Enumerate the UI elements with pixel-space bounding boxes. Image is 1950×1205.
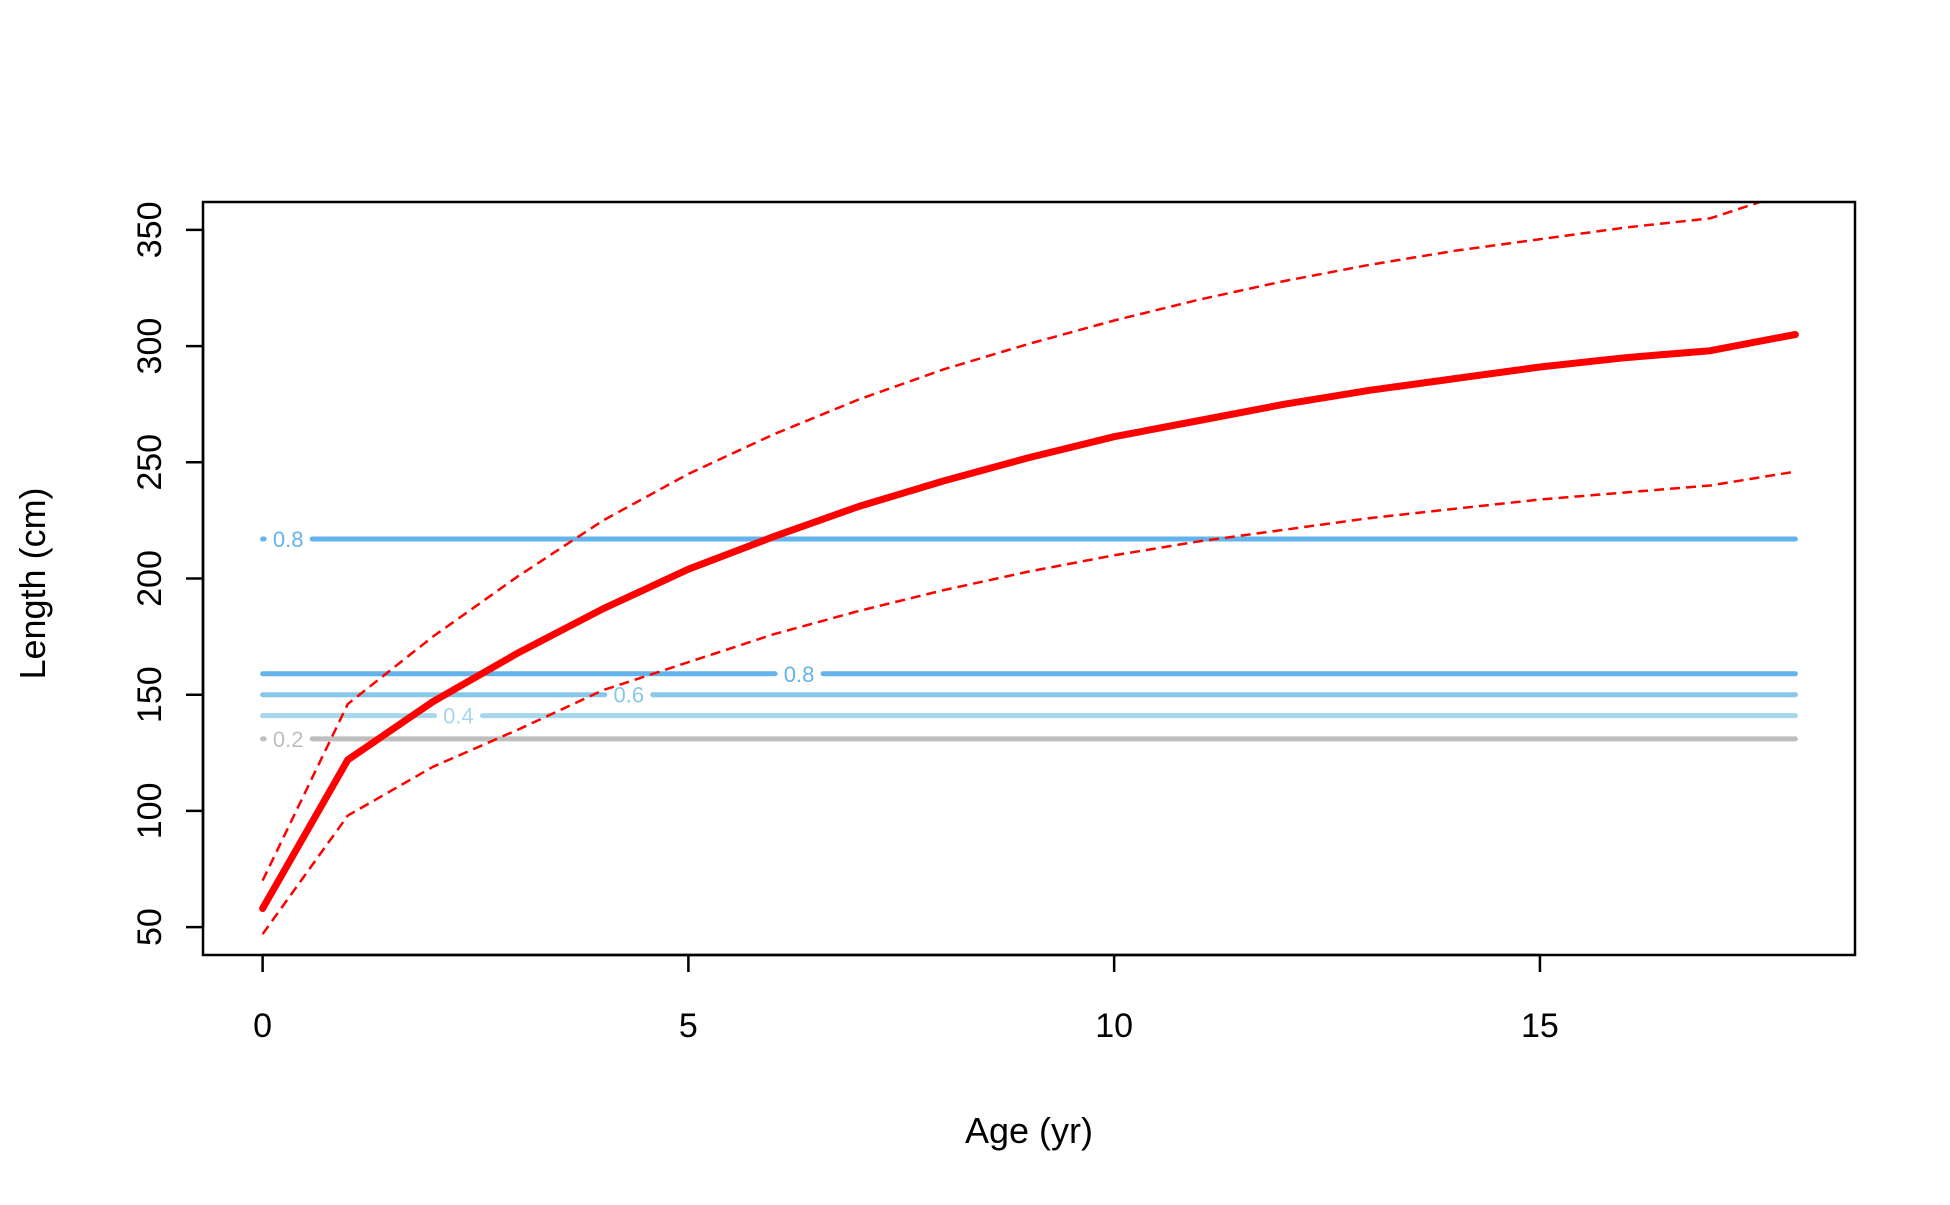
y-tick-label: 200 — [131, 550, 169, 607]
y-tick-label: 300 — [131, 318, 169, 375]
contour-layer: 0.2 0.4 0.6 0.8 0.8 — [260, 527, 1798, 752]
y-tick-label: 50 — [131, 908, 169, 946]
confidence-bound-line — [261, 202, 1764, 882]
series-layer — [259, 202, 1799, 935]
x-axis-title: Age (yr) — [965, 1110, 1093, 1151]
contour-label: 0.8 — [273, 527, 304, 552]
contour-label: 0.2 — [273, 727, 304, 752]
y-tick-label: 100 — [131, 783, 169, 840]
x-tick-label: 10 — [1095, 1007, 1133, 1045]
y-tick-label: 250 — [131, 434, 169, 491]
y-tick-label: 350 — [131, 202, 169, 259]
confidence-bound-line — [261, 470, 1796, 935]
y-tick-label: 150 — [131, 666, 169, 723]
y-axis: 50 100 150 200 250 300 350 — [131, 202, 205, 946]
y-axis-title: Length (cm) — [12, 487, 53, 679]
x-axis: 0 5 10 15 — [253, 953, 1559, 1045]
x-tick-label: 0 — [253, 1007, 272, 1045]
contour-label: 0.6 — [613, 683, 644, 708]
contour-label: 0.8 — [784, 662, 815, 687]
x-tick-label: 15 — [1521, 1007, 1559, 1045]
contour-label: 0.4 — [443, 704, 474, 729]
x-tick-label: 5 — [679, 1007, 698, 1045]
mean-growth-line — [259, 331, 1799, 912]
